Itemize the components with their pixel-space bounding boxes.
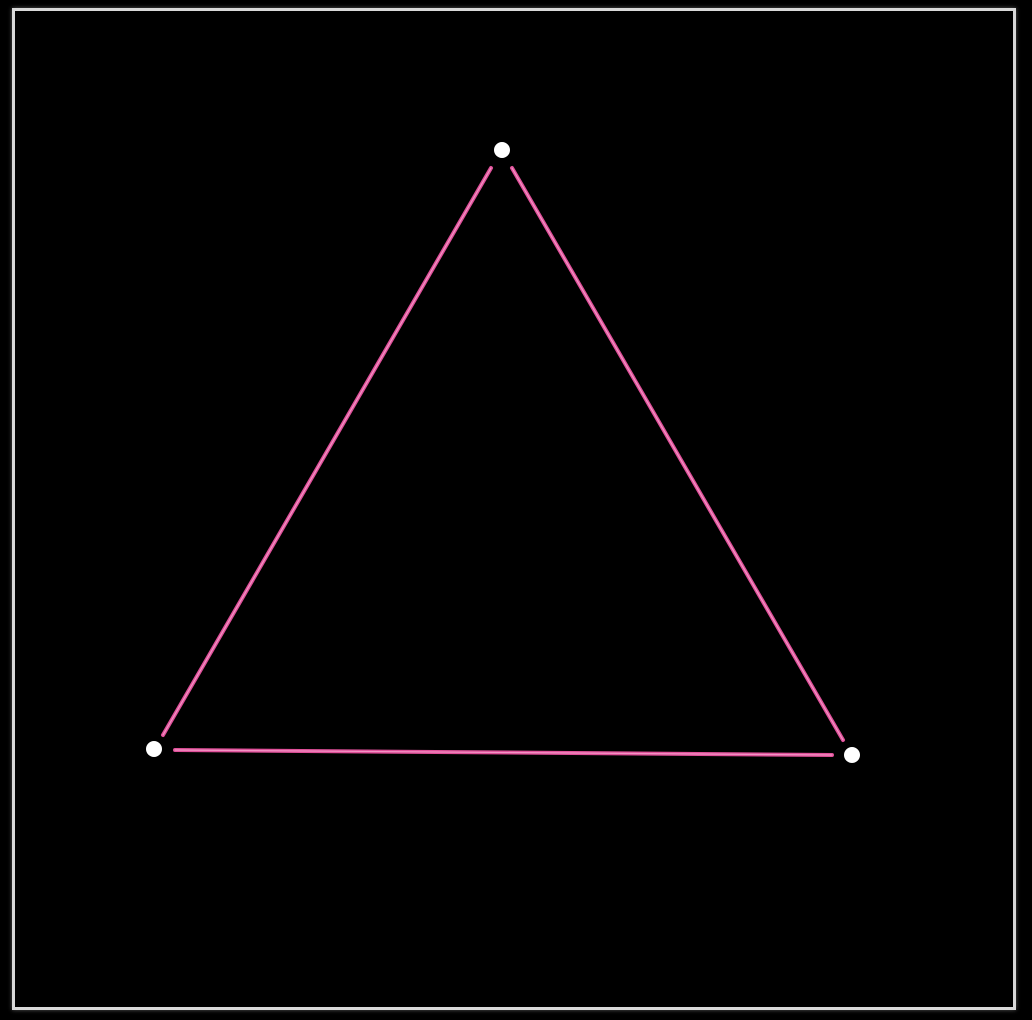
bottom-right-vertex[interactable] — [844, 747, 860, 763]
top-vertex[interactable] — [494, 142, 510, 158]
edge-top-to-bottom-right-highlight — [511, 167, 844, 741]
vertices — [146, 142, 860, 763]
edge-bottom-left-to-bottom-right-highlight — [174, 749, 833, 756]
edge-top-to-bottom-left-highlight — [162, 167, 492, 736]
edges — [161, 166, 845, 757]
bottom-left-vertex[interactable] — [146, 741, 162, 757]
